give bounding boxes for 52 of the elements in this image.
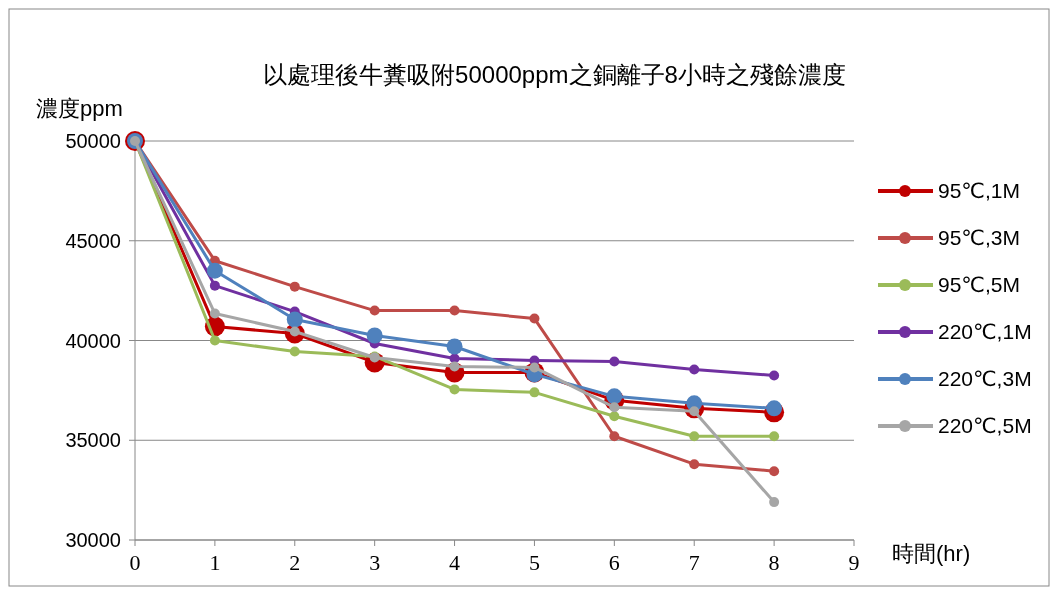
point	[689, 364, 700, 375]
legend-label: 220℃,5M	[938, 414, 1032, 438]
x-axis-title: 時間(hr)	[892, 541, 971, 566]
x-tick-label: 1	[209, 550, 221, 575]
point	[289, 281, 300, 292]
y-tick-label: 40000	[65, 329, 121, 352]
point	[369, 305, 380, 316]
point	[206, 262, 223, 279]
y-tick-label: 50000	[65, 130, 121, 152]
point	[449, 361, 460, 372]
point	[606, 388, 623, 405]
y-tick-label: 35000	[65, 429, 121, 452]
point	[769, 466, 780, 477]
point	[449, 384, 460, 395]
point	[689, 459, 700, 470]
x-tick-label: 7	[688, 550, 700, 575]
y-tick-label: 30000	[65, 529, 121, 551]
legend-label: 95℃,1M	[938, 179, 1020, 203]
chart-title: 以處理後牛糞吸附50000ppm之銅離子8小時之殘餘濃度	[263, 61, 846, 88]
x-tick-label: 8	[768, 550, 780, 575]
point	[286, 311, 303, 328]
point	[366, 327, 383, 344]
y-axis-title: 濃度ppm	[36, 96, 123, 121]
point	[769, 431, 780, 442]
x-tick-label: 9	[848, 550, 860, 575]
x-tick-label: 0	[129, 550, 141, 575]
x-tick-label: 3	[369, 550, 381, 575]
point	[209, 280, 220, 291]
point	[209, 308, 220, 319]
point	[769, 370, 780, 381]
point	[449, 305, 460, 316]
point	[766, 400, 783, 417]
point	[769, 497, 780, 508]
point	[209, 335, 220, 346]
x-tick-label: 4	[449, 550, 461, 575]
point	[609, 411, 620, 422]
x-tick-label: 6	[608, 550, 620, 575]
point	[289, 346, 300, 357]
y-tick-label: 45000	[65, 229, 121, 252]
legend-label: 95℃,5M	[938, 273, 1020, 297]
point	[609, 402, 620, 413]
point	[689, 431, 700, 442]
legend-label: 95℃,3M	[938, 226, 1020, 250]
point	[609, 431, 620, 442]
point	[446, 338, 463, 355]
legend-label: 220℃,3M	[938, 367, 1032, 391]
x-tick-label: 2	[289, 550, 301, 575]
x-tick-label: 5	[528, 550, 540, 575]
point	[609, 356, 620, 367]
point	[529, 387, 540, 398]
legend-label: 220℃,1M	[938, 320, 1032, 344]
point	[529, 313, 540, 324]
